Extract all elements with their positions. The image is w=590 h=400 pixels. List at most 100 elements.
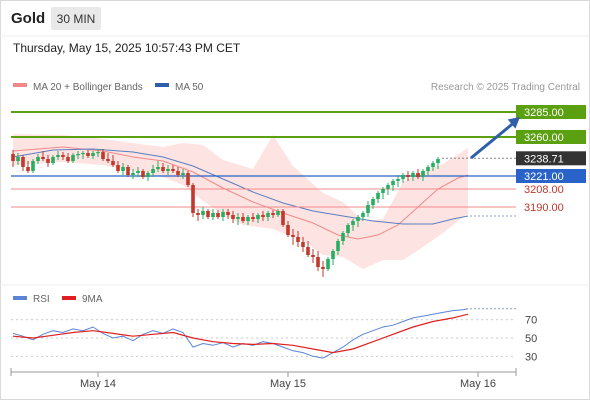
candle-body: [76, 154, 80, 156]
candle-body: [11, 154, 15, 161]
candle-body: [176, 171, 180, 175]
candle-body: [161, 167, 165, 171]
candle-body: [431, 163, 435, 167]
candle-body: [386, 185, 390, 189]
resistance-level-label-bg: [516, 105, 586, 119]
candle-body: [201, 211, 205, 215]
candle-body: [31, 161, 35, 171]
candle-body: [21, 157, 25, 167]
rsi-legend-label: RSI: [33, 294, 50, 305]
candle-body: [211, 213, 215, 217]
symbol-title: Gold: [11, 10, 46, 27]
candle-body: [241, 217, 245, 221]
candle-body: [291, 235, 295, 237]
candle-body: [136, 171, 140, 173]
timeframe-button[interactable]: 30 MIN: [51, 7, 101, 30]
rsi-tick-label: 30: [525, 351, 537, 363]
x-tick-label: May 15: [270, 378, 306, 390]
candle-body: [166, 169, 170, 171]
candle-body: [251, 217, 255, 219]
rsi-panel: 70 50 30: [11, 308, 537, 363]
candle-body: [171, 169, 175, 171]
candle-body: [226, 212, 230, 215]
x-tick-label: May 16: [460, 378, 496, 390]
candle-body: [146, 173, 150, 177]
pivot-level-label: 3221.00: [524, 171, 564, 183]
candle-body: [141, 171, 145, 177]
candle-body: [361, 213, 365, 217]
ma20-line: [12, 146, 469, 240]
candle-body: [406, 175, 410, 177]
candle-body: [16, 157, 20, 161]
candle-body: [331, 251, 335, 259]
candle-body: [111, 161, 115, 165]
candle-body: [81, 153, 85, 155]
candle-body: [436, 159, 440, 163]
candle-body: [156, 167, 160, 169]
candle-body: [391, 181, 395, 185]
candle-body: [71, 155, 75, 161]
projection-arrow-head: [507, 117, 520, 129]
candle-body: [26, 167, 30, 171]
candle-body: [101, 152, 105, 159]
candle-body: [341, 233, 345, 241]
chart-datetime: Thursday, May 15, 2025 10:57:43 PM CET: [13, 41, 241, 55]
x-tick-label: May 14: [80, 378, 116, 390]
ma50-legend-swatch: [155, 83, 169, 87]
candle-body: [256, 215, 260, 219]
candle-body: [91, 153, 95, 156]
candle-body: [376, 193, 380, 199]
projection-arrow-shaft: [470, 119, 517, 160]
candle-body: [131, 173, 135, 175]
candle-body: [366, 205, 370, 213]
candle-body: [326, 259, 330, 269]
candle-body: [246, 217, 250, 221]
candle-body: [396, 179, 400, 181]
candle-body: [236, 217, 240, 219]
candle-body: [421, 171, 425, 177]
candle-body: [346, 225, 350, 233]
rsi-ma-legend-swatch: [62, 296, 76, 300]
resistance-level-label: 3285.00: [524, 107, 564, 119]
support-level-label: 3190.00: [524, 202, 564, 214]
ma20-legend-label: MA 20 + Bollinger Bands: [33, 82, 143, 93]
candle-body: [356, 217, 360, 221]
candle-body: [61, 155, 65, 157]
rsi-tick-label: 70: [525, 315, 537, 327]
candle-body: [306, 247, 310, 255]
support-level-label: 3208.00: [524, 184, 564, 196]
candle-body: [126, 167, 130, 175]
last-level-label-bg: [516, 151, 586, 166]
candle-body: [121, 167, 125, 171]
candle-body: [281, 211, 285, 225]
candle-body: [206, 211, 210, 217]
candle-body: [216, 213, 220, 217]
rsi-ma-line: [12, 313, 469, 354]
candle-body: [276, 211, 280, 215]
candle-body: [46, 159, 50, 163]
candle-body: [116, 165, 120, 171]
candle-body: [181, 173, 185, 175]
candle-body: [151, 169, 155, 173]
candle-body: [336, 241, 340, 251]
rsi-tick-label: 50: [525, 333, 537, 345]
candle-body: [221, 212, 225, 217]
last-level-label: 3238.71: [524, 153, 564, 165]
ma50-legend-label: MA 50: [175, 82, 204, 93]
candle-body: [351, 221, 355, 225]
candle-body: [106, 159, 110, 161]
ma20-legend-swatch: [13, 83, 27, 87]
candle-body: [296, 237, 300, 242]
candle-body: [301, 242, 305, 247]
candle-body: [411, 173, 415, 177]
candle-body: [96, 152, 100, 154]
rsi-legend-swatch: [13, 296, 27, 300]
resistance-level-label: 3260.00: [524, 132, 564, 144]
resistance-level-label-bg: [516, 130, 586, 144]
candle-body: [56, 155, 60, 157]
candle-body: [266, 213, 270, 217]
candle-body: [51, 157, 55, 163]
copyright-text: Research © 2025 Trading Central: [431, 82, 580, 93]
